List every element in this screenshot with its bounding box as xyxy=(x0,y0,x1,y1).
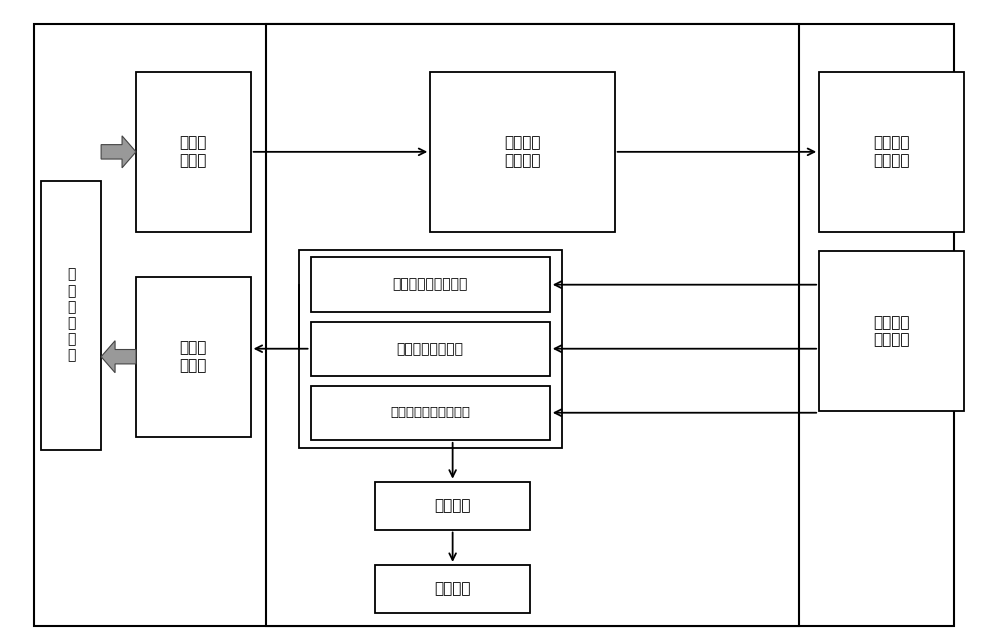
FancyBboxPatch shape xyxy=(136,72,251,232)
FancyBboxPatch shape xyxy=(311,322,550,376)
Text: 按键开关
拨码开关: 按键开关 拨码开关 xyxy=(873,315,910,347)
Text: 光纤发
送模块: 光纤发 送模块 xyxy=(180,341,207,373)
FancyBboxPatch shape xyxy=(266,24,799,626)
Text: 直流母线电压设置模块: 直流母线电压设置模块 xyxy=(390,406,470,419)
Text: 硬件波形
产生模块: 硬件波形 产生模块 xyxy=(873,136,910,168)
Polygon shape xyxy=(101,136,136,168)
FancyBboxPatch shape xyxy=(819,72,964,232)
Text: 光纤接
收模块: 光纤接 收模块 xyxy=(180,136,207,168)
Text: 故障检测及处理模块: 故障检测及处理模块 xyxy=(393,278,468,292)
FancyBboxPatch shape xyxy=(34,24,954,626)
Text: 单元级数设置模块: 单元级数设置模块 xyxy=(397,341,464,356)
FancyBboxPatch shape xyxy=(430,72,615,232)
Text: 显示模块: 显示模块 xyxy=(434,581,471,596)
Text: 被
测
主
控
制
器: 被 测 主 控 制 器 xyxy=(67,267,75,363)
FancyBboxPatch shape xyxy=(41,181,101,449)
FancyBboxPatch shape xyxy=(375,482,530,530)
Polygon shape xyxy=(101,341,136,373)
Text: 脉冲波形
产生模块: 脉冲波形 产生模块 xyxy=(504,136,541,168)
FancyBboxPatch shape xyxy=(819,251,964,411)
Text: 驱动模块: 驱动模块 xyxy=(434,498,471,513)
FancyBboxPatch shape xyxy=(311,386,550,440)
FancyBboxPatch shape xyxy=(375,565,530,613)
FancyBboxPatch shape xyxy=(311,257,550,312)
FancyBboxPatch shape xyxy=(136,276,251,437)
